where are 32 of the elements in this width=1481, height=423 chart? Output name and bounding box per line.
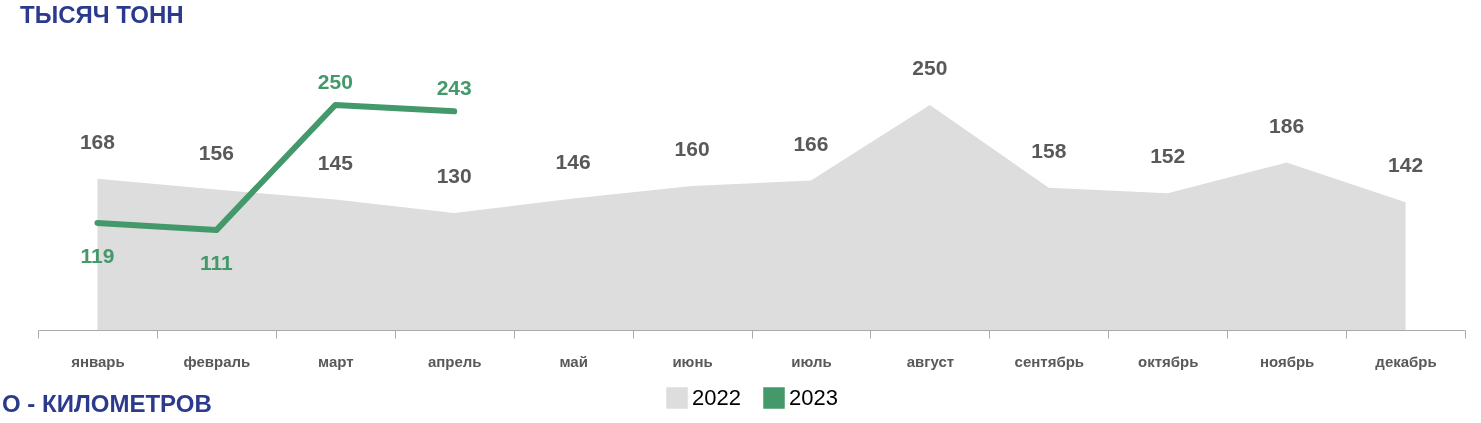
legend-label: 2023 <box>789 385 838 410</box>
x-tick-label: август <box>906 352 955 370</box>
data-label: 152 <box>1150 144 1186 168</box>
data-label: 142 <box>1388 153 1424 177</box>
data-label: 130 <box>436 164 472 187</box>
x-tick-label: июнь <box>672 352 713 370</box>
data-label: 186 <box>1269 113 1305 137</box>
chart-title: ТЫСЯЧ ТОНН <box>20 1 184 28</box>
data-label: 243 <box>436 76 472 100</box>
data-label: 156 <box>198 140 234 164</box>
data-label: 160 <box>674 137 710 160</box>
x-tick-label: сентябрь <box>1014 352 1085 370</box>
x-tick-label: апрель <box>427 352 482 370</box>
x-tick-label: декабрь <box>1375 352 1437 370</box>
data-label: 250 <box>317 70 353 93</box>
data-label: 250 <box>912 56 948 79</box>
text: О - КИЛОМЕТРОВ <box>2 390 212 418</box>
x-tick-label: октябрь <box>1138 352 1199 370</box>
data-label: 146 <box>555 149 591 173</box>
x-tick-label: март <box>318 352 354 370</box>
data-label: 166 <box>793 131 829 155</box>
data-label: 145 <box>317 150 354 174</box>
x-tick-label: январь <box>71 352 125 370</box>
x-tick-label: февраль <box>183 352 251 370</box>
data-label: 168 <box>79 129 116 153</box>
data-label: 119 <box>80 243 115 267</box>
x-tick-label: ноябрь <box>1259 352 1315 370</box>
legend-label: 2022 <box>692 385 741 410</box>
data-label: 111 <box>200 251 234 275</box>
data-label: 158 <box>1031 138 1067 162</box>
x-tick-label: июль <box>791 352 832 370</box>
x-tick-label: май <box>559 352 588 370</box>
